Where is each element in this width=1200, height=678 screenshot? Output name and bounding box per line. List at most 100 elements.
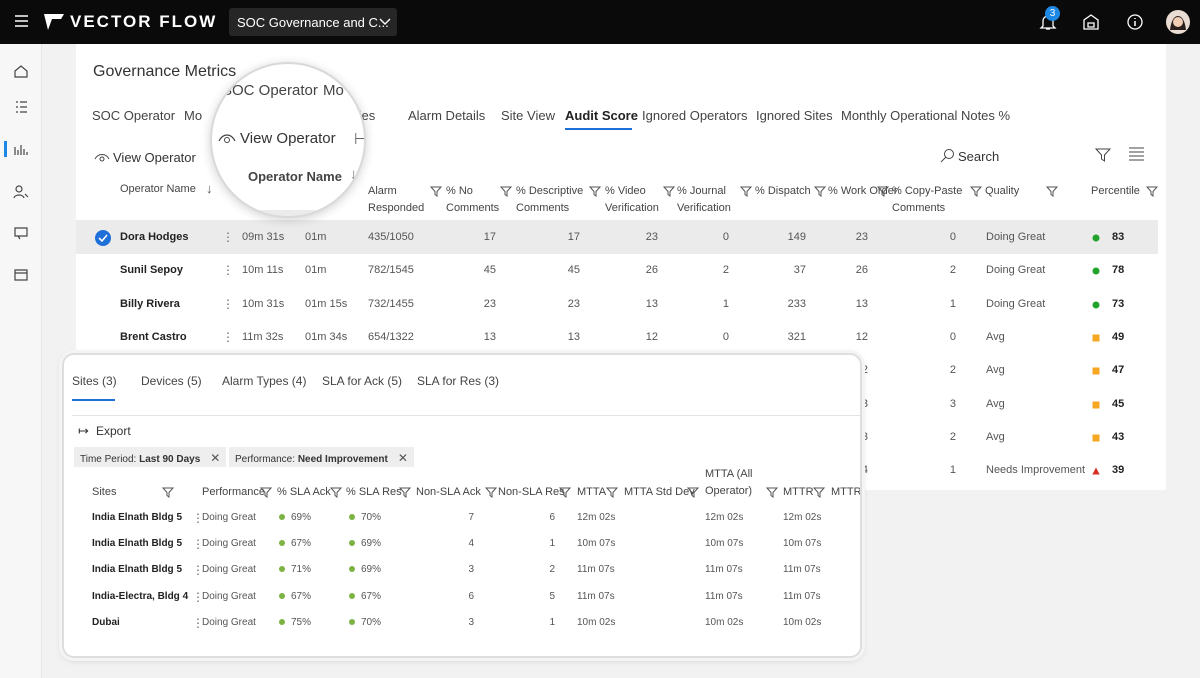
column-header: % Copy-Paste Comments [892, 183, 964, 217]
cell: 43 [1112, 431, 1124, 443]
cell: 654/1322 [368, 331, 414, 343]
panel-tab[interactable]: SLA for Res (3) [417, 374, 499, 388]
cell: 45 [1112, 398, 1124, 410]
sla-indicator [279, 619, 285, 625]
cell: Doing Great [202, 591, 256, 602]
nav-icons[interactable] [0, 44, 42, 304]
cell: 78 [1112, 264, 1124, 276]
magnifier: SOC Operator Mo View Operator ⊢ Operator… [210, 62, 366, 218]
avatar[interactable] [1166, 10, 1190, 34]
tab[interactable]: Mo [184, 108, 202, 123]
search-icon [940, 148, 956, 164]
cell: 69% [361, 538, 381, 549]
sla-indicator [279, 540, 285, 546]
cell: Doing Great [202, 564, 256, 575]
tab[interactable]: Alarm Details [408, 108, 485, 123]
operator-name[interactable]: Dora Hodges [120, 231, 188, 243]
panel-tab[interactable]: Alarm Types (4) [222, 374, 306, 388]
site-name[interactable]: Dubai [92, 617, 120, 628]
cell: 67% [291, 538, 311, 549]
filter-icon[interactable] [1095, 147, 1111, 163]
site-name[interactable]: India Elnath Bldg 5 [92, 512, 182, 523]
filter-icon [740, 186, 752, 198]
cell: 13 [568, 331, 580, 343]
column-header: Sites [92, 484, 116, 501]
filter-chip[interactable]: Performance: Need Improvement✕ [229, 447, 414, 467]
sla-indicator [349, 566, 355, 572]
cell: 11m 07s [783, 591, 821, 602]
cell: 11m 07s [705, 564, 743, 575]
filter-icon [162, 487, 174, 499]
row-checkbox [95, 230, 111, 246]
cell: 75% [291, 617, 311, 628]
cell: 01m [305, 231, 326, 243]
percentile-indicator [1092, 267, 1100, 275]
export[interactable]: Export [96, 424, 131, 438]
cell: 0 [950, 231, 956, 243]
operator-name[interactable]: Billy Rivera [120, 298, 180, 310]
filter-icon [399, 487, 411, 499]
search[interactable]: Search [958, 149, 999, 164]
cell: Doing Great [986, 264, 1045, 276]
cell: 732/1455 [368, 298, 414, 310]
panel-tab[interactable]: Sites (3) [72, 374, 117, 388]
chip-close[interactable]: ✕ [210, 451, 220, 465]
mag-tab: Mo [323, 82, 344, 99]
column-header: Performance [202, 484, 265, 501]
operator-name[interactable]: Brent Castro [120, 331, 187, 343]
panel-tab[interactable]: SLA for Ack (5) [322, 374, 402, 388]
info-icon[interactable] [1126, 13, 1144, 31]
cell: 10m 07s [705, 538, 743, 549]
tab[interactable]: SOC Operator [92, 108, 175, 123]
cell: 13 [646, 298, 658, 310]
filter-chip[interactable]: Time Period: Last 90 Days✕ [74, 447, 226, 467]
panel-tab[interactable]: Devices (5) [141, 374, 202, 388]
column-header: % SLA Ack [277, 484, 331, 501]
cell: 10m 02s [577, 617, 615, 628]
cell: 10m 07s [577, 538, 615, 549]
tab[interactable]: Site View [501, 108, 555, 123]
cell: 10m 31s [242, 298, 284, 310]
cell: 149 [788, 231, 806, 243]
cell: 1 [549, 617, 555, 628]
cell: 7 [468, 512, 474, 523]
settings-icon[interactable] [1082, 13, 1100, 31]
tab[interactable]: Ignored Sites [756, 108, 833, 123]
sla-indicator [349, 514, 355, 520]
cell: 71% [291, 564, 311, 575]
view-operator[interactable]: View Operator [113, 150, 196, 165]
workspace-select[interactable]: SOC Governance and C... [229, 8, 397, 36]
tab[interactable]: Monthly Operational Notes % [841, 108, 1010, 123]
cell: 1 [723, 298, 729, 310]
sla-indicator [279, 566, 285, 572]
divider [72, 415, 862, 416]
cell: 37 [794, 264, 806, 276]
sidebar [0, 44, 42, 678]
cell: 4 [862, 464, 868, 476]
operator-name[interactable]: Sunil Sepoy [120, 264, 183, 276]
columns-icon[interactable] [1128, 147, 1145, 161]
site-name[interactable]: India Elnath Bldg 5 [92, 564, 182, 575]
cell: Avg [986, 364, 1005, 376]
brand: VECTOR FLOW [70, 12, 217, 32]
cell: 2 [950, 364, 956, 376]
filter-icon [500, 186, 512, 198]
cell: 45 [484, 264, 496, 276]
site-name[interactable]: India-Electra, Bldg 4 [92, 591, 188, 602]
cell: 0 [723, 231, 729, 243]
cell: 321 [788, 331, 806, 343]
menu-icon[interactable] [14, 14, 30, 28]
cell: Doing Great [986, 231, 1045, 243]
filter-icon [970, 186, 982, 198]
tab[interactable]: Ignored Operators [642, 108, 748, 123]
export-icon: ↦ [78, 423, 89, 439]
cell: 3 [468, 617, 474, 628]
cell: 01m [305, 264, 326, 276]
mag-column: Operator Name [248, 169, 342, 184]
chip-close[interactable]: ✕ [398, 451, 408, 465]
tab[interactable]: Audit Score [565, 108, 638, 123]
site-name[interactable]: India Elnath Bldg 5 [92, 538, 182, 549]
filter-icon [1046, 186, 1058, 198]
cell: 09m 31s [242, 231, 284, 243]
cell: 17 [484, 231, 496, 243]
